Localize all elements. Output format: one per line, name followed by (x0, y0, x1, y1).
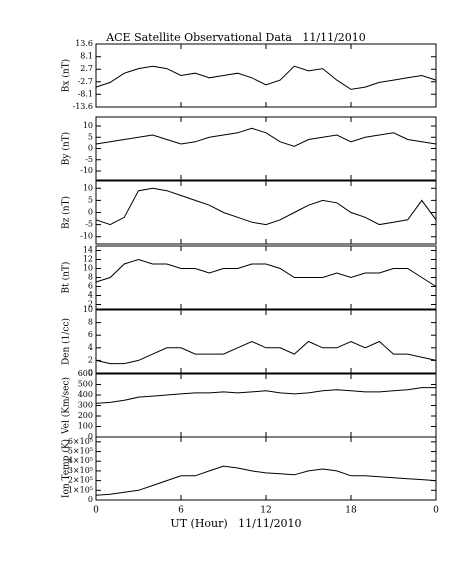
y-tick-label: 4 (88, 291, 93, 300)
y-axis-label: Den (1/cc) (61, 318, 72, 365)
y-tick-label: -2.7 (78, 77, 93, 86)
y-tick-label: 200 (78, 411, 93, 420)
panel-frame (95, 436, 437, 501)
y-axis-label: Ion Temp (K) (61, 439, 72, 498)
x-axis-label: UT (Hour) 11/11/2010 (170, 517, 301, 530)
y-tick-label: 0 (88, 144, 93, 153)
panel-frame (95, 116, 437, 181)
panel-frame (95, 245, 437, 310)
y-tick-label: 10 (83, 183, 93, 192)
y-tick-label: 600 (78, 369, 93, 378)
panel-frame (95, 180, 437, 245)
y-tick-label: 3×10⁵ (68, 466, 93, 475)
y-tick-label: 6 (88, 330, 93, 339)
y-axis-label: Bt (nT) (61, 262, 72, 294)
data-line (95, 187, 437, 226)
y-tick-label: -10 (80, 166, 93, 175)
y-tick-label: 1×10⁵ (68, 485, 93, 494)
x-tick-label: 0 (93, 506, 99, 516)
y-tick-label: -13.6 (72, 102, 93, 111)
y-tick-label: 0 (88, 368, 93, 377)
y-tick-label: 300 (78, 401, 93, 410)
y-tick-label: 14 (83, 246, 93, 255)
data-line (95, 340, 437, 365)
y-tick-label: 2 (88, 355, 93, 364)
y-axis-label: Bx (nT) (61, 59, 72, 92)
y-axis-label: Bz (nT) (61, 196, 72, 229)
y-tick-label: 8.1 (80, 52, 93, 61)
x-tick-label: 12 (260, 506, 271, 516)
y-tick-label: 0 (88, 208, 93, 217)
data-line (95, 465, 437, 496)
y-tick-label: -5 (85, 155, 93, 164)
y-tick-label: 2×10⁵ (68, 476, 93, 485)
y-tick-label: 12 (83, 255, 93, 264)
panel-frame (95, 309, 437, 374)
y-tick-label: 5 (88, 132, 93, 141)
x-tick-label: 0 (433, 506, 439, 516)
y-tick-label: -5 (85, 220, 93, 229)
y-tick-label: 10 (83, 264, 93, 273)
y-tick-label: -8.1 (78, 89, 93, 98)
y-tick-label: 0 (88, 495, 93, 504)
y-tick-label: 0 (88, 432, 93, 441)
x-tick-label: 18 (345, 506, 357, 516)
y-tick-label: 400 (78, 390, 93, 399)
panel-frame (95, 373, 437, 438)
y-tick-label: 2 (88, 300, 93, 309)
y-tick-label: 6 (88, 282, 93, 291)
y-tick-label: 500 (78, 380, 93, 389)
panel-frame (95, 43, 437, 108)
y-tick-label: 100 (78, 422, 93, 431)
data-line (95, 65, 437, 90)
data-line (95, 127, 437, 147)
y-tick-label: 2.7 (80, 64, 93, 73)
y-tick-label: 10 (83, 121, 93, 130)
y-tick-label: 8 (88, 273, 93, 282)
y-axis-label: Vel (Km/sec) (61, 377, 72, 435)
x-tick-label: 6 (178, 506, 184, 516)
y-tick-label: 4 (88, 343, 93, 352)
data-line (95, 258, 437, 287)
y-tick-label: 13.6 (75, 39, 93, 48)
y-tick-label: 10 (83, 305, 93, 314)
y-tick-label: 5 (88, 195, 93, 204)
y-tick-label: 8 (88, 318, 93, 327)
data-line (95, 387, 436, 404)
y-axis-label: By (nT) (61, 132, 72, 165)
y-tick-label: 4×10⁵ (68, 456, 93, 465)
y-tick-label: 6×10⁵ (68, 437, 93, 446)
y-tick-label: 5×10⁵ (68, 447, 93, 456)
chart-title: ACE Satellite Observational Data 11/11/2… (105, 31, 366, 44)
y-tick-label: -10 (80, 232, 93, 241)
